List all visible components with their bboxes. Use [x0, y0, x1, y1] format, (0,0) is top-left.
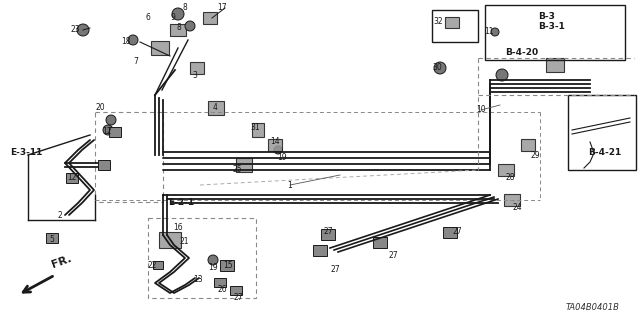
- Text: 2: 2: [58, 211, 62, 219]
- Text: 29: 29: [530, 151, 540, 160]
- Bar: [268, 139, 282, 151]
- Bar: [203, 12, 217, 24]
- Text: 16: 16: [173, 224, 183, 233]
- Bar: [109, 127, 121, 137]
- Circle shape: [274, 146, 282, 154]
- Text: 6: 6: [145, 13, 150, 23]
- Text: B-4-20: B-4-20: [505, 48, 538, 57]
- Text: 18: 18: [121, 38, 131, 47]
- Circle shape: [77, 24, 89, 36]
- Text: 9: 9: [171, 13, 175, 23]
- Bar: [236, 158, 252, 172]
- Bar: [214, 278, 226, 286]
- Bar: [498, 164, 514, 176]
- Bar: [373, 236, 387, 248]
- Bar: [159, 232, 181, 248]
- Text: TA04B0401B: TA04B0401B: [566, 303, 620, 312]
- Bar: [170, 24, 186, 36]
- Text: 19: 19: [208, 263, 218, 272]
- Text: 12: 12: [67, 174, 77, 182]
- Text: 28: 28: [505, 174, 515, 182]
- Text: E-2-1: E-2-1: [168, 198, 194, 207]
- Text: 27: 27: [388, 250, 398, 259]
- Circle shape: [185, 21, 195, 31]
- Bar: [66, 173, 78, 183]
- Text: 10: 10: [476, 106, 486, 115]
- Bar: [432, 10, 478, 42]
- Bar: [504, 194, 520, 206]
- Circle shape: [106, 115, 116, 125]
- Text: 17: 17: [217, 4, 227, 12]
- Bar: [443, 226, 457, 238]
- Circle shape: [103, 125, 113, 135]
- Text: 30: 30: [432, 63, 442, 72]
- Bar: [46, 233, 58, 243]
- Circle shape: [496, 69, 508, 81]
- Text: 27: 27: [330, 265, 340, 275]
- Text: 4: 4: [212, 103, 218, 113]
- Bar: [521, 139, 535, 151]
- Text: 23: 23: [70, 26, 80, 34]
- Text: B-4-21: B-4-21: [588, 148, 621, 157]
- Text: 21: 21: [179, 238, 189, 247]
- Bar: [445, 17, 459, 27]
- Bar: [220, 259, 234, 271]
- Bar: [98, 160, 110, 170]
- Bar: [313, 244, 327, 256]
- Text: 7: 7: [134, 57, 138, 66]
- Text: FR.: FR.: [50, 254, 73, 270]
- Text: 5: 5: [49, 235, 54, 244]
- Text: 8: 8: [177, 24, 181, 33]
- Text: B-3: B-3: [538, 12, 555, 21]
- Text: 26: 26: [217, 286, 227, 294]
- Text: B-3-1: B-3-1: [538, 22, 565, 31]
- Text: 12: 12: [102, 128, 112, 137]
- Bar: [252, 123, 264, 137]
- Text: 11: 11: [484, 27, 493, 36]
- Text: 31: 31: [250, 123, 260, 132]
- Bar: [190, 62, 204, 74]
- Circle shape: [491, 28, 499, 36]
- Text: 19: 19: [277, 153, 287, 162]
- Bar: [546, 58, 564, 72]
- Bar: [208, 101, 224, 115]
- Text: 14: 14: [270, 137, 280, 146]
- Circle shape: [434, 62, 446, 74]
- Circle shape: [128, 35, 138, 45]
- Bar: [151, 41, 169, 55]
- Circle shape: [172, 8, 184, 20]
- Text: 13: 13: [193, 276, 203, 285]
- Text: 8: 8: [182, 4, 188, 12]
- Text: 27: 27: [233, 293, 243, 302]
- Bar: [230, 286, 242, 294]
- Text: 20: 20: [95, 103, 105, 113]
- Bar: [485, 5, 625, 60]
- Bar: [153, 261, 163, 269]
- Text: 24: 24: [512, 204, 522, 212]
- Text: 22: 22: [147, 261, 157, 270]
- Circle shape: [208, 255, 218, 265]
- Text: 1: 1: [287, 181, 292, 189]
- Text: 27: 27: [323, 227, 333, 236]
- Text: 3: 3: [193, 70, 197, 79]
- Bar: [321, 228, 335, 240]
- Text: 15: 15: [223, 261, 233, 270]
- Text: 27: 27: [452, 227, 462, 236]
- Bar: [568, 95, 636, 170]
- Text: 32: 32: [433, 18, 443, 26]
- Text: 25: 25: [232, 166, 242, 174]
- Text: E-3-11: E-3-11: [10, 148, 42, 157]
